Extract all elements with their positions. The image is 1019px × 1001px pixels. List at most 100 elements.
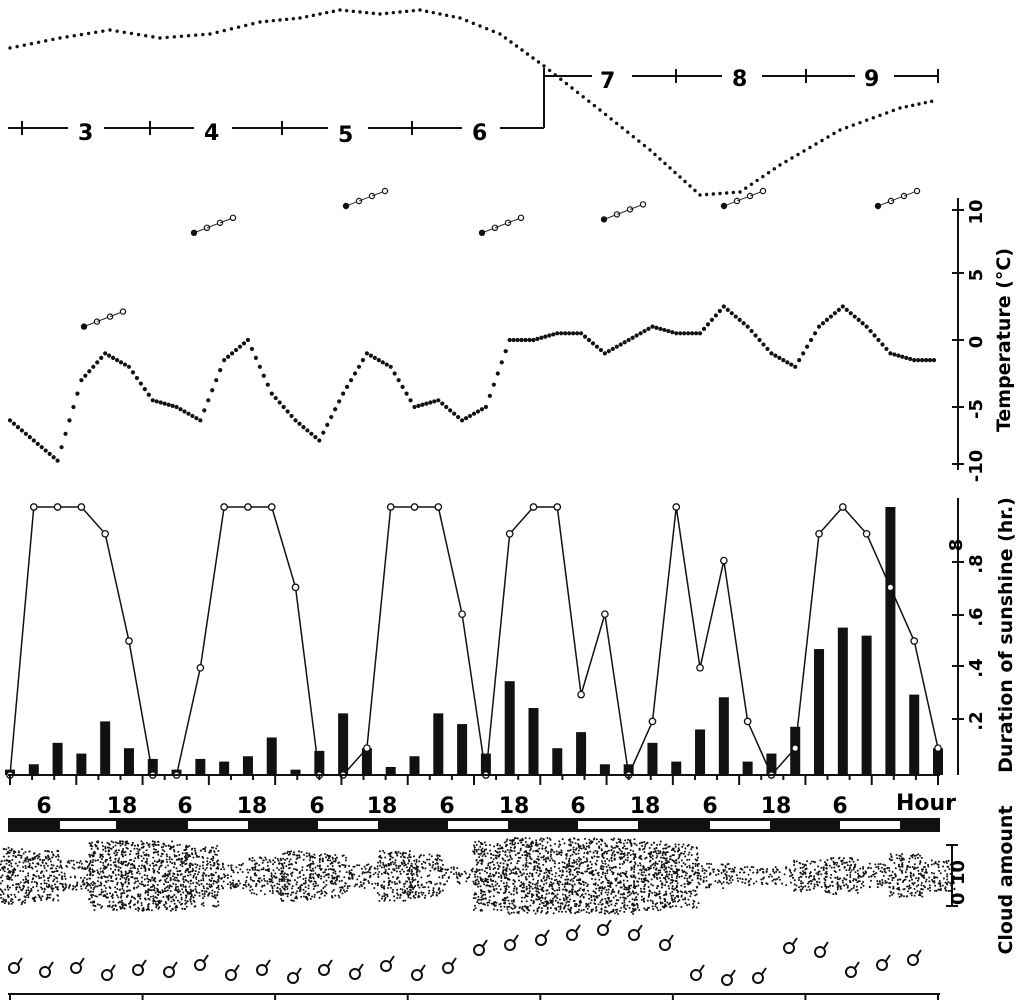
cloud-dot <box>480 852 483 855</box>
cloud-dot <box>378 893 381 896</box>
cloud-dot <box>524 837 527 840</box>
cloud-dot <box>87 889 90 892</box>
cloud-dot <box>170 858 173 861</box>
cloud-dot <box>376 884 379 887</box>
cloud-dot <box>542 863 545 866</box>
cloud-dot <box>540 896 543 899</box>
cloud-dot <box>89 877 92 880</box>
cloud-dot <box>615 841 618 844</box>
cloud-dot <box>216 862 219 865</box>
pressure-point <box>631 134 636 139</box>
cloud-dot <box>91 861 94 864</box>
cloud-dot <box>517 875 520 878</box>
cloud-dot <box>8 849 11 852</box>
cloud-dot <box>545 871 548 874</box>
cloud-dot <box>648 906 651 909</box>
cloud-dot <box>643 890 646 893</box>
cloud-dot <box>148 908 151 911</box>
temperature-point <box>424 401 429 406</box>
cloud-dot <box>135 852 138 855</box>
cloud-dot <box>395 870 398 873</box>
cloud-dot <box>636 893 639 896</box>
cloud-dot <box>576 910 579 913</box>
cloud-dot <box>525 859 528 862</box>
cloud-dot <box>614 894 617 897</box>
cloud-dot <box>302 882 305 885</box>
cloud-dot <box>658 892 661 895</box>
cloud-dot <box>566 896 569 899</box>
cloud-dot <box>101 869 104 872</box>
cloud-dot <box>524 894 527 897</box>
sunshine-point <box>434 503 443 511</box>
cloud-dot <box>585 842 588 845</box>
cloud-dot <box>510 893 513 896</box>
temperature-point <box>717 308 722 314</box>
pressure-point <box>731 190 736 195</box>
cloud-dot <box>141 842 144 845</box>
cloud-dot <box>683 850 686 853</box>
cloud-dot <box>1 874 4 877</box>
cloud-dot <box>657 909 660 912</box>
cloud-dot <box>677 843 680 846</box>
cloud-dot <box>210 874 213 877</box>
cloud-dot <box>664 847 667 850</box>
cloud-dot <box>649 851 652 854</box>
cloud-dot <box>572 846 575 849</box>
cloud-dot <box>367 881 370 884</box>
cloud-dot <box>452 868 455 871</box>
cloud-dot <box>141 909 144 912</box>
cloud-dot <box>554 907 557 910</box>
pressure-point <box>29 42 34 46</box>
cloud-dot <box>143 874 146 877</box>
cloud-dot <box>201 874 204 877</box>
cloud-dot <box>211 889 214 892</box>
cloud-dot <box>114 841 117 844</box>
cloud-dot <box>186 845 189 848</box>
cloud-dot <box>282 865 285 868</box>
cloud-dot <box>120 870 123 873</box>
cloud-dot <box>257 869 260 872</box>
cloud-dot <box>487 862 490 865</box>
cloud-dot <box>210 885 213 888</box>
cloud-dot <box>428 874 431 877</box>
cloud-dot <box>24 899 27 902</box>
cloud-dot <box>508 891 511 894</box>
cloud-dot <box>146 884 149 887</box>
cloud-dot <box>48 883 51 886</box>
cloud-dot <box>577 860 580 863</box>
temperature-point <box>515 337 520 343</box>
temperature-point <box>801 351 806 356</box>
sunshine-axis <box>952 498 964 775</box>
cloud-dot <box>12 850 15 853</box>
pressure-point <box>648 148 652 152</box>
cloud-dot <box>604 842 607 845</box>
cloud-dot <box>294 868 297 871</box>
cloud-dot <box>10 849 13 852</box>
cloud-dot <box>537 888 540 891</box>
cloud-dot <box>571 853 574 856</box>
cloud-dot <box>137 893 140 896</box>
pressure-point <box>626 130 630 134</box>
cloud-dot <box>36 862 39 865</box>
cloud-dot <box>626 904 629 907</box>
pressure-point <box>144 34 148 38</box>
cloud-dot <box>484 893 487 896</box>
cloud-dot <box>174 879 177 882</box>
cloud-dot <box>212 904 215 907</box>
cloud-dot <box>157 891 160 894</box>
cloud-dot <box>64 877 67 880</box>
cloud-dot <box>408 853 411 856</box>
cloud-dot <box>279 857 282 860</box>
cloud-dot <box>575 902 578 905</box>
cloud-dot <box>600 843 603 846</box>
cloud-dot <box>544 896 547 899</box>
cloud-dot <box>476 878 479 881</box>
cloud-dot <box>129 867 132 870</box>
cloud-dot <box>198 891 201 894</box>
cloud-dot <box>154 880 157 883</box>
cloud-dot <box>120 899 123 902</box>
cloud-dot <box>165 886 168 889</box>
cloud-dot <box>555 850 558 853</box>
cloud-dot <box>525 900 528 903</box>
cloud-dot <box>515 888 518 891</box>
